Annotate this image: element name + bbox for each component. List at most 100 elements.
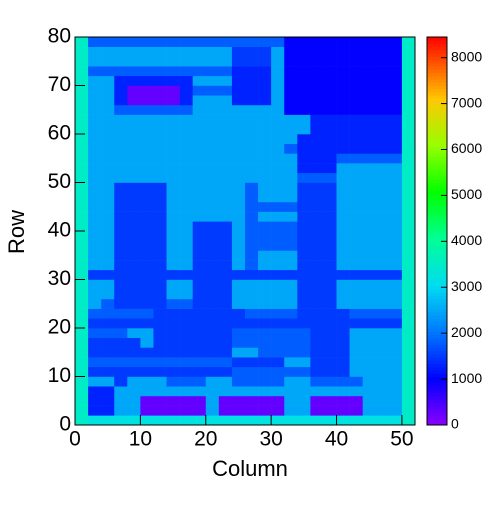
- heat-cell: [375, 163, 390, 174]
- heat-cell: [388, 75, 403, 86]
- heat-cell: [310, 386, 324, 397]
- colorbar-slice: [427, 289, 447, 293]
- heat-cell: [297, 347, 311, 358]
- heat-cell: [114, 376, 128, 387]
- heat-cell: [336, 337, 350, 348]
- heat-cell: [75, 386, 89, 397]
- heat-cell: [231, 172, 246, 183]
- heat-cell: [271, 85, 285, 96]
- heat-cell: [271, 221, 285, 232]
- heat-cell: [179, 95, 193, 106]
- heat-cell: [192, 66, 207, 77]
- heat-cell: [179, 104, 193, 115]
- heat-cell: [336, 269, 350, 280]
- heat-cell: [153, 328, 167, 338]
- heat-cell: [140, 366, 154, 377]
- heat-cell: [166, 134, 180, 144]
- heat-cell: [297, 328, 311, 338]
- heat-cell: [375, 328, 390, 338]
- heat-cell: [179, 298, 193, 309]
- heat-cell: [101, 260, 115, 271]
- heat-cell: [297, 85, 311, 96]
- heat-cell: [401, 46, 416, 57]
- heat-cell: [153, 240, 167, 251]
- heat-cell: [127, 75, 141, 86]
- heat-cell: [258, 347, 272, 358]
- heat-cell: [205, 376, 220, 387]
- colorbar-slice: [427, 37, 447, 41]
- colorbar-slice: [427, 169, 447, 174]
- heat-cell: [88, 143, 102, 154]
- heat-cell: [127, 46, 141, 57]
- colorbar-slice: [427, 292, 447, 297]
- heat-cell: [179, 192, 193, 203]
- heat-cell: [140, 163, 154, 174]
- heat-cell: [166, 75, 180, 86]
- heat-cell: [336, 56, 350, 67]
- y-tick-label: 60: [48, 122, 71, 145]
- heat-cell: [179, 415, 193, 426]
- heat-cell: [153, 192, 167, 203]
- heat-cell: [349, 95, 363, 106]
- heat-cell: [140, 357, 154, 368]
- heat-cell: [140, 269, 154, 280]
- heat-cell: [310, 104, 324, 115]
- heat-cell: [75, 328, 89, 338]
- heat-cell: [245, 376, 259, 387]
- colorbar-slice: [427, 243, 447, 248]
- heat-cell: [140, 376, 154, 387]
- heat-cell: [362, 192, 377, 203]
- heat-cell: [323, 289, 337, 300]
- heat-cell: [362, 85, 377, 96]
- heat-cell: [271, 172, 285, 183]
- heat-cell: [401, 376, 416, 387]
- heat-cell: [310, 211, 324, 222]
- heat-cell: [349, 260, 363, 271]
- heat-cell: [362, 143, 377, 154]
- heat-cell: [297, 376, 311, 387]
- heat-cell: [258, 269, 272, 280]
- heat-cell: [258, 221, 272, 232]
- heat-cell: [88, 308, 102, 319]
- heat-cell: [75, 260, 89, 271]
- heat-cell: [114, 279, 128, 290]
- heat-cell: [88, 75, 102, 86]
- heat-cell: [179, 85, 193, 96]
- heat-cell: [258, 75, 272, 86]
- heat-cell: [192, 337, 207, 348]
- heat-cell: [362, 308, 377, 319]
- heat-cell: [88, 269, 102, 280]
- heat-cell: [323, 386, 337, 397]
- heat-cell: [166, 153, 180, 164]
- heat-cell: [114, 415, 128, 426]
- heat-cell: [336, 134, 350, 144]
- heat-cell: [205, 366, 220, 377]
- heat-cell: [401, 289, 416, 300]
- heat-cell: [218, 192, 233, 203]
- heat-cell: [101, 366, 115, 377]
- heat-cell: [192, 85, 207, 96]
- heat-cell: [166, 66, 180, 77]
- heat-cell: [362, 347, 377, 358]
- heat-cell: [114, 366, 128, 377]
- heat-cell: [179, 221, 193, 232]
- heat-cell: [245, 104, 259, 115]
- heat-cell: [323, 347, 337, 358]
- heat-cell: [388, 260, 403, 271]
- heat-cell: [375, 337, 390, 348]
- heat-cell: [349, 163, 363, 174]
- colorbar-slice: [427, 382, 447, 387]
- heat-cell: [153, 231, 167, 241]
- colorbar-slice: [427, 269, 447, 274]
- heat-cell: [101, 328, 115, 338]
- heat-cell: [153, 143, 167, 154]
- heat-cell: [375, 85, 390, 96]
- heat-cell: [218, 395, 233, 406]
- heat-cell: [375, 240, 390, 251]
- heat-cell: [297, 386, 311, 397]
- heat-cell: [245, 221, 259, 232]
- heat-cell: [114, 104, 128, 115]
- heat-cell: [231, 376, 246, 387]
- heat-cell: [388, 298, 403, 309]
